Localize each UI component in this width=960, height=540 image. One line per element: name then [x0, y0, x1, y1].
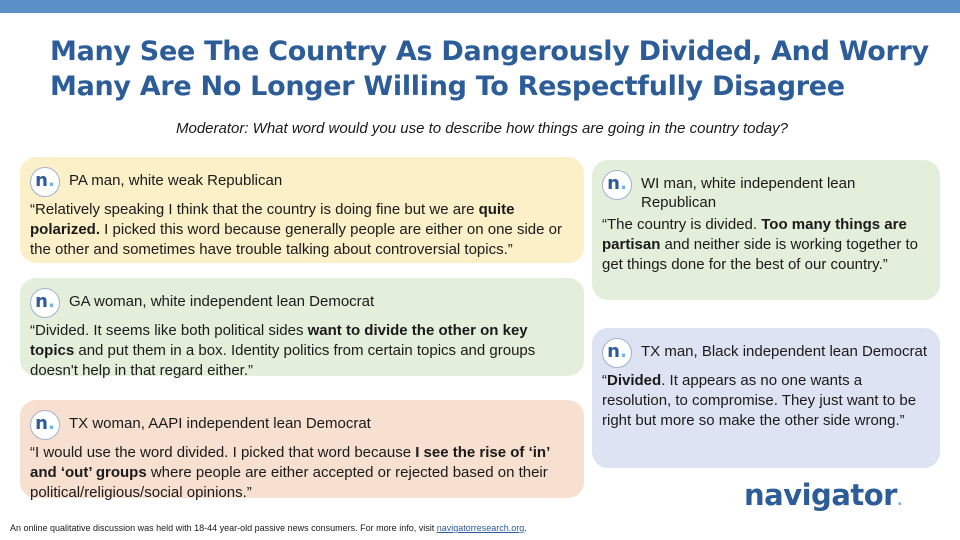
persona-label: PA man, white weak Republican	[69, 172, 283, 189]
quote-segment: “The country is divided.	[602, 216, 762, 233]
quote-card-ga-woman: n. GA woman, white independent lean Demo…	[20, 278, 584, 379]
quote-segment: and neither side is working together to …	[602, 236, 919, 273]
top-accent-bar	[0, 0, 960, 13]
quote-emphasis: I see the rise of ‘in’ and ‘out’ groups	[30, 444, 550, 481]
quote-segment: “I would use the word divided. I picked …	[30, 444, 416, 461]
quote-card-wi-man: n. WI man, white independent lean Republ…	[592, 160, 940, 300]
quote-emphasis: Too many things are partisan	[602, 216, 907, 253]
navigator-research-link[interactable]: navigatorresearch.org	[436, 523, 525, 533]
navigator-logo: navigator.	[744, 478, 902, 512]
quote-segment: I picked this word because generally peo…	[30, 221, 562, 258]
quote-text: “The country is divided. Too many things…	[602, 215, 928, 275]
quote-segment: . It appears as no one wants a resolutio…	[602, 372, 917, 429]
quote-segment: “Relatively speaking I think that the co…	[30, 201, 479, 218]
slide-title: Many See The Country As Dangerously Divi…	[50, 36, 929, 102]
quote-emphasis: want to divide the other on key topics	[30, 322, 528, 359]
quote-text: “Divided. It seems like both political s…	[30, 321, 572, 381]
persona-label: TX woman, AAPI independent lean Democrat	[69, 415, 371, 432]
quote-card-tx-woman: n. TX woman, AAPI independent lean Democ…	[20, 400, 584, 501]
persona-label: TX man, Black independent lean Democrat	[641, 343, 927, 360]
quote-segment: “Divided. It seems like both political s…	[30, 322, 308, 339]
quote-card-pa-man: n. PA man, white weak Republican “Relati…	[20, 157, 584, 263]
quote-segment: and put them in a box. Identity politics…	[30, 342, 536, 379]
quote-text: “Divided. It appears as no one wants a r…	[602, 371, 928, 431]
quote-segment: “	[602, 372, 607, 389]
quote-emphasis: quite polarized.	[30, 201, 515, 238]
moderator-question: Moderator: What word would you use to de…	[0, 120, 960, 137]
footer-note: An online qualitative discussion was hel…	[10, 523, 527, 533]
card-header: n. PA man, white weak Republican	[30, 167, 572, 197]
card-header: n. WI man, white independent lean Republ…	[602, 170, 928, 212]
card-header: n. TX woman, AAPI independent lean Democ…	[30, 410, 572, 440]
navigator-n-icon: n.	[602, 338, 632, 368]
navigator-n-icon: n.	[602, 170, 632, 200]
quote-text: “Relatively speaking I think that the co…	[30, 200, 572, 260]
card-header: n. TX man, Black independent lean Democr…	[602, 338, 928, 368]
quote-emphasis: Divided	[607, 372, 662, 389]
navigator-n-icon: n.	[30, 288, 60, 318]
navigator-n-icon: n.	[30, 410, 60, 440]
quote-segment: where people are either accepted or reje…	[30, 464, 548, 501]
quote-card-tx-man: n. TX man, Black independent lean Democr…	[592, 328, 940, 468]
persona-label: WI man, white independent lean Republica…	[641, 175, 856, 211]
moderator-text: Moderator: What word would you use to de…	[175, 120, 788, 137]
persona-label: GA woman, white independent lean Democra…	[69, 293, 375, 310]
quote-text: “I would use the word divided. I picked …	[30, 443, 572, 503]
card-header: n. GA woman, white independent lean Demo…	[30, 288, 572, 318]
navigator-n-icon: n.	[30, 167, 60, 197]
